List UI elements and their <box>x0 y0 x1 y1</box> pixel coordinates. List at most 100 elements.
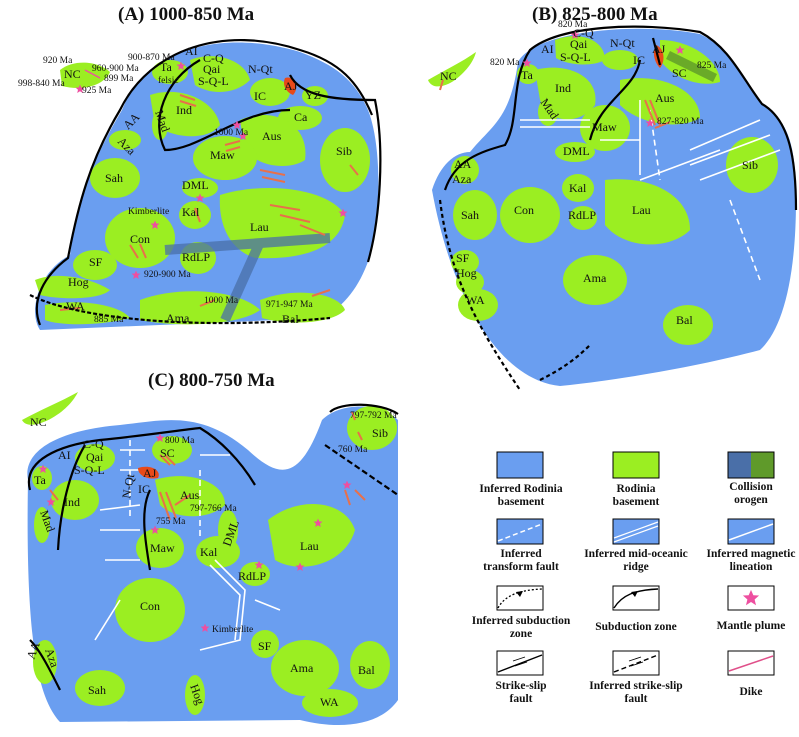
legend-item-dike: Dike <box>727 650 775 698</box>
map-label: NC <box>440 69 457 83</box>
map-label: SC <box>160 446 175 460</box>
map-label: 820 Ma <box>558 20 588 30</box>
map-label: AI <box>541 42 554 56</box>
map-label: Bal <box>282 312 299 326</box>
panel-b-north-china <box>428 52 476 87</box>
map-label: AI <box>58 448 71 462</box>
panel-a-subduction-zone-south <box>29 294 331 325</box>
map-label: Kimberlite <box>212 625 253 635</box>
map-label: Aus <box>262 129 282 143</box>
map-label: orogen <box>734 494 768 506</box>
map-label: Inferred strike-slip <box>589 680 682 692</box>
map-label: Hog <box>68 275 89 289</box>
panel-c-title: (C) 800-750 Ma <box>148 370 275 391</box>
map-label: lineation <box>730 561 773 573</box>
map-label: C-Q <box>203 51 224 65</box>
map-label: Rodinia <box>617 483 656 495</box>
map-label: Sib <box>742 158 758 172</box>
map-label: AJ <box>143 466 157 480</box>
map-label: N-Qt <box>610 36 635 50</box>
panel-c-inferred-strike-slip-fault <box>324 444 399 496</box>
panel-c-subduction-zone-inner <box>29 403 399 691</box>
map-label: Ta <box>521 68 533 82</box>
panel-b-subduction-zone-inner <box>588 37 662 141</box>
panel-b-age-labels: 820 Ma 820 Ma 825 Ma 827-820 Ma <box>490 20 727 127</box>
map-label: Maw <box>210 148 235 162</box>
panel-c-labels: NC Sib SC C-Q AI Qai S-Q-L Ta AJ N-Qt IC… <box>24 415 388 709</box>
map-label: Qai <box>203 62 221 76</box>
map-label: 1000 Ma <box>214 128 249 138</box>
map-label: 899 Ma <box>104 74 134 84</box>
map-label: SF <box>456 251 470 265</box>
map-label: WA <box>320 695 339 709</box>
map-label: Maw <box>592 120 617 134</box>
map-label: Ind <box>555 81 571 95</box>
map-label: SF <box>258 639 272 653</box>
map-label: AA <box>454 157 472 171</box>
panel-a: (A) 1000-850 Ma <box>18 4 382 330</box>
map-label: 820 Ma <box>490 58 520 68</box>
map-label: Aus <box>180 488 200 502</box>
map-label: RdLP <box>182 250 210 264</box>
map-label: Inferred <box>500 548 542 560</box>
panel-a-labels: NC Ta AI C-Q Qai felsic S-Q-L N-Qt AJ YZ… <box>64 44 352 326</box>
map-label: fault <box>625 693 648 705</box>
map-label: DML <box>563 144 590 158</box>
map-label: N-Qt <box>119 472 137 499</box>
map-label: Mantle plume <box>717 620 786 632</box>
map-label: Bal <box>676 313 693 327</box>
map-label: Dike <box>740 686 763 698</box>
map-label: Con <box>140 599 160 613</box>
map-label: 827-820 Ma <box>657 117 704 127</box>
panel-c-continents <box>32 406 397 717</box>
map-label: Maw <box>150 541 175 555</box>
map-label: Inferred magnetic <box>707 548 796 560</box>
map-label: Hog <box>187 682 207 706</box>
panel-c-orogen-aj <box>138 466 159 479</box>
map-label: Sah <box>461 208 479 222</box>
panel-b-inferred-subduction-zone <box>438 199 591 391</box>
map-label: transform fault <box>483 561 559 573</box>
map-label: Ama <box>290 661 314 675</box>
map-label: 1000 Ma <box>204 296 239 306</box>
map-label: IC <box>633 53 645 67</box>
map-label: Sib <box>336 144 352 158</box>
panel-a-subduction-zone-outer <box>35 39 374 326</box>
panel-a-title: (A) 1000-850 Ma <box>118 4 255 25</box>
map-label: Ta <box>34 473 46 487</box>
map-label: Inferred Rodinia <box>479 483 562 495</box>
map-label: S-Q-L <box>198 74 229 88</box>
map-label: Qai <box>86 450 104 464</box>
map-label: Sah <box>88 683 106 697</box>
map-label: SC <box>672 66 687 80</box>
map-label: 925 Ma <box>82 86 112 96</box>
panel-a-age-labels: 920 Ma 960-900 Ma 899 Ma 998-840 Ma 925 … <box>18 53 313 325</box>
map-label: NC <box>64 67 81 81</box>
panel-c: (C) 800-750 Ma <box>22 370 399 726</box>
map-label: RdLP <box>238 569 266 583</box>
map-label: Lau <box>632 203 651 217</box>
map-label: AA <box>24 640 43 661</box>
map-label: basement <box>498 496 545 508</box>
map-label: basement <box>613 496 660 508</box>
panel-c-north-china <box>22 392 78 425</box>
panel-b-collision-orogen <box>666 50 717 83</box>
map-label: 797-766 Ma <box>190 504 237 514</box>
map-label: Ind <box>176 103 192 117</box>
map-label: Inferred mid-oceanic <box>584 548 688 560</box>
map-label: zone <box>510 628 532 640</box>
map-label: Subduction zone <box>595 621 676 633</box>
map-label: Ta <box>160 60 172 74</box>
map-label: Ca <box>294 110 308 124</box>
panel-b-labels: NC C-Q Qai AI S-Q-L Ta N-Qt AJ IC SC Ind… <box>440 26 758 327</box>
panel-c-subduction-zone-outer <box>27 426 256 491</box>
map-label: N-Qt <box>248 62 273 76</box>
map-label: felsic <box>158 75 179 86</box>
